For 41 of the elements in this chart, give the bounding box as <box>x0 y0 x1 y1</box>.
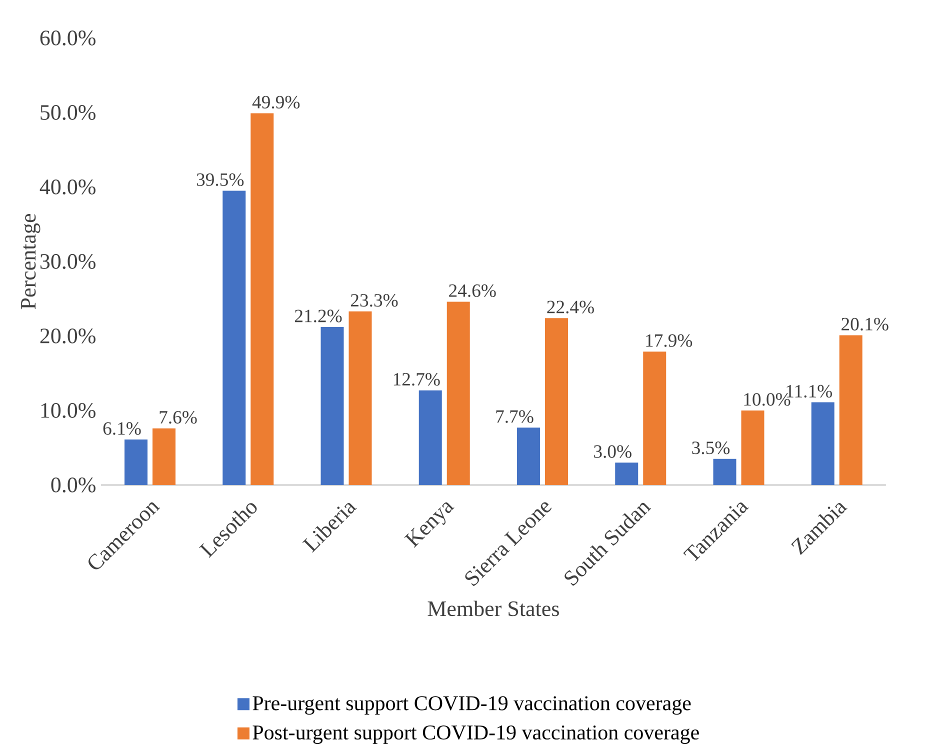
bar <box>713 458 736 485</box>
legend-label: Pre-urgent support COVID-19 vaccination coverage <box>252 696 691 715</box>
y-tick-label: 0.0% <box>51 478 96 492</box>
bar <box>152 428 176 485</box>
bar <box>320 327 344 485</box>
bar <box>446 302 470 485</box>
y-tick-label: 10.0% <box>41 403 96 418</box>
y-tick-label: 60.0% <box>40 30 96 46</box>
data-label: 22.4% <box>547 300 594 314</box>
data-label: 23.3% <box>350 294 398 307</box>
bar <box>741 410 764 485</box>
x-axis-title: Member States <box>428 600 559 616</box>
bar <box>348 311 372 485</box>
bar <box>544 318 568 485</box>
y-tick-label: 20.0% <box>40 328 96 344</box>
bar <box>222 190 246 485</box>
legend-label: Post-urgent support COVID-19 vaccination coverage <box>252 725 699 744</box>
data-label: 49.9% <box>252 96 300 109</box>
data-label: 20.1% <box>842 318 888 331</box>
bar <box>124 440 148 485</box>
bar <box>643 352 666 485</box>
data-label: 17.9% <box>646 334 692 347</box>
bar <box>516 428 540 485</box>
data-label: 7.7% <box>496 410 534 423</box>
data-label: 7.6% <box>160 410 197 424</box>
data-label: 12.7% <box>394 372 440 386</box>
y-axis-title: Percentage <box>21 214 40 310</box>
data-label: 21.2% <box>294 310 342 322</box>
y-tick-label: 50.0% <box>40 105 96 120</box>
data-label: 3.0% <box>594 445 632 458</box>
data-label: 6.1% <box>103 422 141 435</box>
bar <box>418 390 442 485</box>
y-tick-label: 40.0% <box>40 180 96 194</box>
data-label: 3.5% <box>692 442 730 454</box>
data-label: 24.6% <box>449 284 496 298</box>
data-label: 39.5% <box>196 173 244 186</box>
y-tick-label: 30.0% <box>40 254 96 269</box>
bar <box>839 335 862 485</box>
bar <box>615 462 638 485</box>
bar <box>250 113 274 485</box>
bar <box>811 402 834 485</box>
